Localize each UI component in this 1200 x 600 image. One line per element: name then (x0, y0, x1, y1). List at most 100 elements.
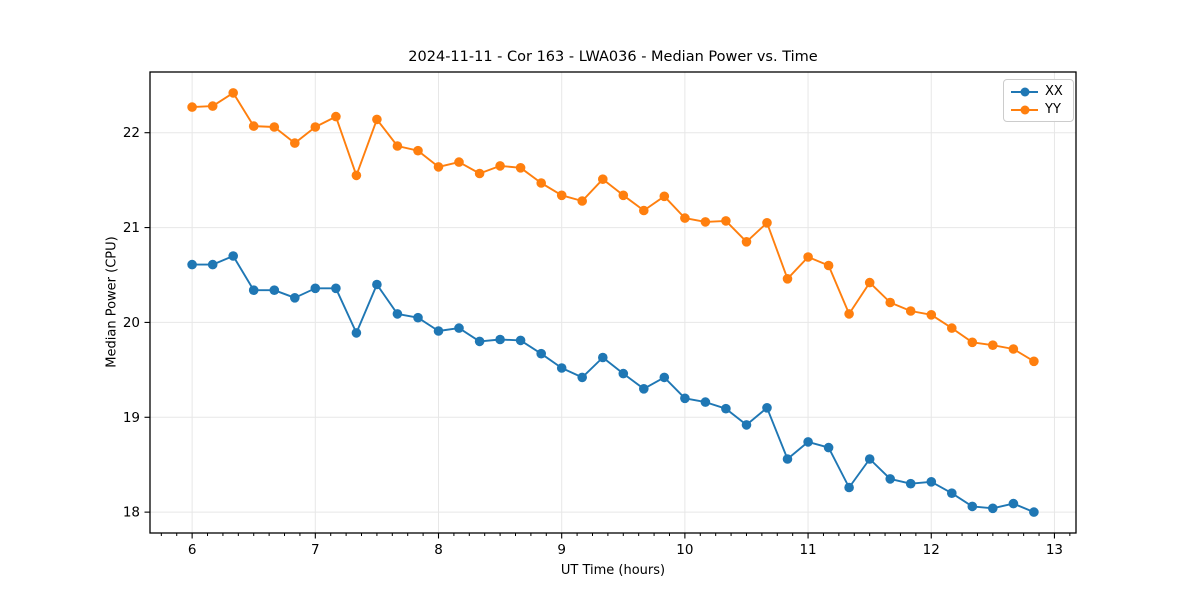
series-xx-point (905, 478, 916, 489)
series-xx-point (536, 348, 546, 359)
legend-label-yy: YY (1045, 102, 1061, 117)
series-yy-point (474, 168, 485, 179)
y-tick-label: 19 (123, 410, 140, 426)
series-xx-point (926, 477, 937, 487)
series-yy-point (988, 340, 998, 351)
series-xx-point (433, 326, 444, 336)
series-xx-point (290, 293, 300, 303)
series-yy-point (248, 121, 259, 131)
series-xx-point (577, 372, 587, 383)
series-xx-point (700, 397, 711, 407)
legend-line-sample-yy (1011, 105, 1038, 114)
series-yy-point (864, 277, 875, 288)
series-yy-point (433, 162, 444, 172)
series-xx-point (248, 285, 259, 296)
series-yy-point (269, 122, 280, 132)
series-xx-point (556, 363, 567, 373)
axes-spines (149, 71, 1077, 534)
series-xx-point (454, 323, 464, 333)
series-xx-point (310, 283, 321, 294)
series-xx-point (639, 384, 649, 394)
series-xx-point (207, 259, 218, 270)
series-yy-point (700, 217, 711, 227)
y-tick-label: 22 (123, 125, 140, 141)
series-yy-point (741, 237, 752, 247)
series-yy-point (372, 114, 382, 125)
legend-item-yy: YY (1011, 103, 1065, 116)
series-xx-point (741, 420, 752, 430)
series-yy-point (577, 196, 587, 206)
series-yy-point (803, 252, 813, 262)
series-xx-point (803, 437, 813, 447)
series-xx-point (782, 454, 793, 464)
series-xx-point (864, 454, 875, 464)
series-yy-point (207, 101, 218, 111)
legend: XX YY (1003, 79, 1074, 122)
series-yy-point (618, 190, 629, 201)
legend-label-xx: XX (1045, 84, 1063, 99)
series-xx-point (762, 403, 772, 413)
x-tick-label: 11 (799, 542, 816, 558)
series-xx-point (413, 312, 423, 323)
x-tick-label: 13 (1046, 542, 1063, 558)
x-tick-label: 6 (188, 542, 197, 558)
series-yy-point (823, 260, 834, 271)
chart-title: 2024-11-11 - Cor 163 - LWA036 - Median P… (408, 49, 818, 65)
series-xx (187, 251, 1039, 517)
series-yy-point (967, 337, 978, 348)
series-yy-point (680, 213, 690, 223)
series-xx-point (598, 352, 608, 363)
series-xx-point (392, 309, 403, 319)
legend-line-sample-xx (1011, 87, 1038, 96)
series-xx-point (187, 259, 197, 270)
legend-marker-xx (1020, 87, 1029, 96)
series-xx-point (988, 503, 998, 514)
series-xx-point (618, 368, 629, 379)
series-yy-point (1029, 356, 1039, 367)
series-yy-point (885, 297, 895, 308)
series-xx-point (967, 501, 978, 512)
series-xx-point (372, 279, 382, 290)
series-xx-point (331, 283, 341, 294)
series-yy (187, 88, 1039, 367)
y-tick-label: 18 (123, 505, 140, 521)
series-yy-point (639, 205, 649, 216)
series-xx-point (269, 285, 280, 296)
series-xx-line (192, 255, 1035, 513)
series-yy-point (454, 157, 464, 167)
x-tick-label: 8 (434, 542, 443, 558)
series-xx-point (228, 251, 238, 261)
series-yy-point (392, 141, 403, 151)
series-yy-point (331, 111, 341, 122)
series-yy-point (413, 145, 423, 156)
series-xx-point (351, 328, 362, 338)
y-axis-label: Median Power (CPU) (104, 236, 120, 368)
series-yy-point (310, 122, 321, 132)
series-xx-point (680, 393, 690, 404)
legend-item-xx: XX (1011, 85, 1065, 98)
series-xx-point (1008, 498, 1019, 509)
series-yy-point (1008, 344, 1019, 354)
series-yy-point (228, 88, 238, 98)
series-xx-point (947, 488, 957, 499)
series-yy-point (598, 174, 608, 184)
series-yy-point (762, 218, 772, 228)
series-yy-point (556, 190, 567, 201)
series-xx-point (885, 474, 895, 484)
series-yy-point (905, 306, 916, 316)
series-yy-point (290, 138, 300, 148)
series-yy-point (926, 310, 937, 320)
series-xx-point (844, 482, 854, 493)
x-tick-label: 9 (557, 542, 566, 558)
x-axis-label: UT Time (hours) (560, 563, 666, 578)
y-tick-label: 21 (123, 220, 140, 236)
series-xx-point (474, 336, 485, 347)
series-yy-point (947, 323, 957, 333)
series-xx-point (659, 372, 670, 383)
series-yy-point (721, 216, 731, 226)
series-yy-point (351, 170, 362, 181)
series-yy-point (495, 161, 505, 171)
y-tick-label: 20 (123, 315, 140, 331)
